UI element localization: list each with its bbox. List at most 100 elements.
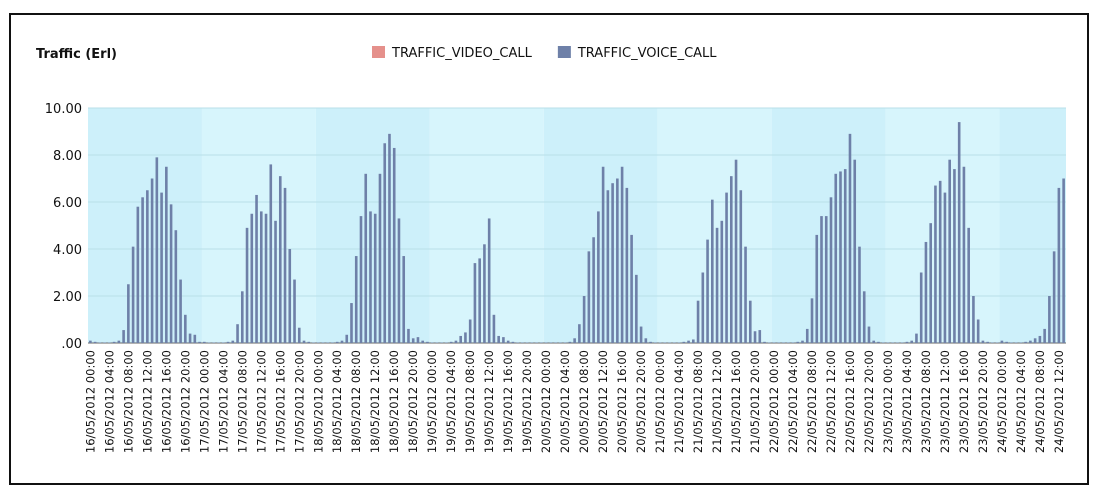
bar bbox=[169, 204, 173, 343]
bar bbox=[345, 334, 349, 343]
bar bbox=[1024, 341, 1027, 343]
bar bbox=[421, 340, 425, 343]
y-axis-title: Traffic (Erl) bbox=[36, 47, 117, 62]
bar bbox=[297, 327, 301, 343]
bar bbox=[692, 339, 695, 343]
bar bbox=[843, 169, 847, 343]
y-tick-label: 8.00 bbox=[53, 149, 82, 164]
bar bbox=[981, 340, 985, 343]
bar bbox=[1043, 328, 1046, 343]
x-tick-label: 17/05/2012 00:00 bbox=[197, 350, 211, 453]
bar bbox=[986, 341, 989, 343]
bar bbox=[815, 234, 819, 343]
bar bbox=[184, 314, 187, 343]
legend-label: TRAFFIC_VIDEO_CALL bbox=[391, 46, 533, 61]
x-tick-label: 16/05/2012 00:00 bbox=[83, 350, 97, 453]
x-tick-label: 21/05/2012 12:00 bbox=[710, 350, 724, 453]
x-tick-label: 18/05/2012 12:00 bbox=[368, 350, 382, 453]
y-tick-label: 6.00 bbox=[53, 196, 82, 211]
x-tick-label: 21/05/2012 08:00 bbox=[691, 350, 705, 453]
bar bbox=[193, 334, 197, 343]
bar bbox=[155, 157, 159, 343]
bar bbox=[464, 332, 467, 343]
bar bbox=[639, 326, 643, 343]
bar bbox=[1000, 340, 1004, 343]
bar bbox=[506, 340, 510, 343]
x-tick-label: 20/05/2012 12:00 bbox=[596, 350, 610, 453]
bar bbox=[611, 183, 614, 343]
bar bbox=[1029, 340, 1032, 343]
bar bbox=[924, 241, 928, 343]
bar bbox=[938, 180, 942, 343]
bar bbox=[383, 143, 387, 343]
bar bbox=[198, 341, 201, 343]
bar bbox=[620, 166, 624, 343]
x-tick-label: 20/05/2012 20:00 bbox=[634, 350, 648, 453]
bar bbox=[905, 341, 909, 343]
bar bbox=[801, 340, 804, 343]
bar bbox=[953, 169, 956, 343]
x-tick-label: 24/05/2012 12:00 bbox=[1052, 350, 1066, 453]
x-tick-label: 24/05/2012 08:00 bbox=[1033, 350, 1047, 453]
bar bbox=[805, 328, 809, 343]
x-tick-label: 19/05/2012 00:00 bbox=[425, 350, 439, 453]
bar bbox=[682, 341, 686, 343]
bar bbox=[283, 187, 287, 343]
x-tick-label: 24/05/2012 04:00 bbox=[1014, 350, 1028, 453]
x-tick-label: 24/05/2012 00:00 bbox=[995, 350, 1009, 453]
plot-band bbox=[657, 108, 772, 343]
x-tick-label: 19/05/2012 20:00 bbox=[520, 350, 534, 453]
bar bbox=[720, 220, 724, 343]
bar bbox=[203, 341, 206, 343]
bar bbox=[763, 341, 766, 343]
bar bbox=[934, 185, 937, 343]
bar bbox=[478, 258, 481, 343]
plot-band bbox=[885, 108, 1000, 343]
bar bbox=[592, 237, 595, 343]
bar bbox=[867, 326, 871, 343]
bar bbox=[117, 340, 121, 343]
x-tick-label: 22/05/2012 04:00 bbox=[786, 350, 800, 453]
bar bbox=[758, 330, 762, 343]
bar bbox=[502, 337, 505, 343]
x-tick-label: 23/05/2012 16:00 bbox=[957, 350, 971, 453]
bar bbox=[188, 333, 192, 343]
bar bbox=[407, 328, 410, 343]
bar bbox=[307, 341, 311, 343]
bar bbox=[416, 337, 420, 343]
bar bbox=[497, 335, 500, 343]
bar bbox=[179, 279, 182, 343]
bar bbox=[696, 300, 700, 343]
x-tick-label: 23/05/2012 12:00 bbox=[938, 350, 952, 453]
x-tick-label: 17/05/2012 08:00 bbox=[235, 350, 249, 453]
bar bbox=[910, 340, 914, 343]
bar bbox=[388, 133, 391, 343]
bar bbox=[259, 211, 263, 343]
bar bbox=[796, 341, 800, 343]
bar bbox=[340, 340, 344, 343]
bar bbox=[350, 303, 353, 343]
bar bbox=[957, 122, 961, 343]
bar bbox=[449, 341, 453, 343]
bar bbox=[834, 173, 838, 343]
bar bbox=[402, 256, 406, 343]
y-tick-label: 4.00 bbox=[53, 243, 82, 258]
x-tick-label: 22/05/2012 16:00 bbox=[843, 350, 857, 453]
x-tick-label: 23/05/2012 04:00 bbox=[900, 350, 914, 453]
x-tick-label: 23/05/2012 08:00 bbox=[919, 350, 933, 453]
bar bbox=[739, 190, 743, 343]
bar bbox=[174, 230, 178, 343]
plot-band bbox=[771, 108, 886, 343]
x-tick-label: 19/05/2012 16:00 bbox=[501, 350, 515, 453]
bar bbox=[734, 159, 738, 343]
x-tick-label: 16/05/2012 20:00 bbox=[178, 350, 192, 453]
plot-band bbox=[999, 108, 1066, 343]
x-tick-label: 20/05/2012 16:00 bbox=[615, 350, 629, 453]
bar bbox=[165, 166, 168, 343]
bar bbox=[820, 216, 823, 343]
bar bbox=[711, 199, 714, 343]
bar bbox=[649, 341, 652, 343]
bar bbox=[706, 239, 709, 343]
